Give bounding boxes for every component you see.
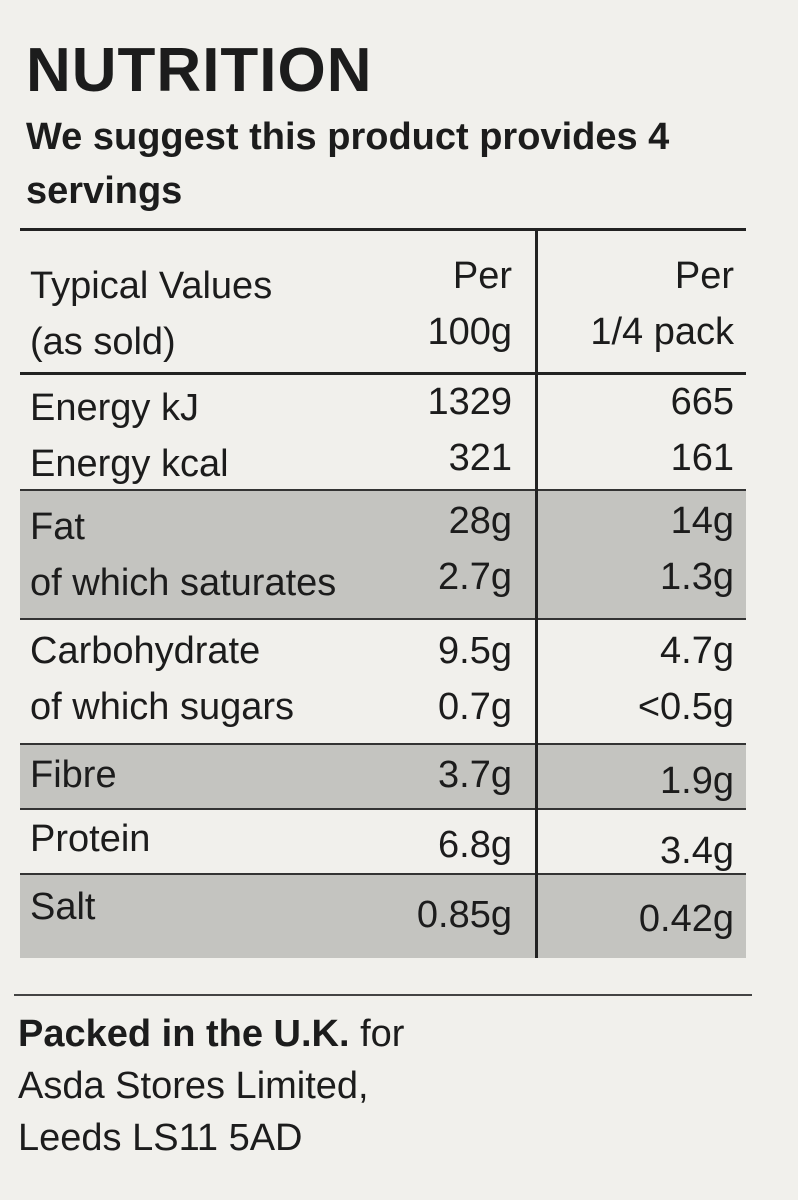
row-value-perpack: <0.5g [637,686,734,728]
row-value-per100g: 1329 [427,381,512,423]
table-top-rule [20,228,746,231]
table-header-rule [20,372,746,375]
row-value-perpack: 14g [670,500,734,542]
row-value-per100g: 9.5g [438,630,512,672]
header-per: Per [452,255,512,297]
row-divider [20,743,746,745]
footer-rule [14,994,752,996]
shade-fat [20,490,746,618]
row-divider [20,489,746,491]
header-100g: 100g [427,311,512,353]
row-label: of which saturates [30,562,337,604]
row-value-perpack: 665 [670,381,734,423]
row-value-perpack: 1.9g [660,760,734,802]
row-value-perpack: 4.7g [660,630,734,672]
row-value-per100g: 3.7g [438,754,512,796]
row-divider [20,808,746,810]
packer-address: Packed in the U.K. for Asda Stores Limit… [18,1008,758,1164]
row-label: Carbohydrate [30,630,261,672]
shade-salt [20,874,746,958]
row-value-per100g: 0.85g [416,894,512,936]
company-name: Asda Stores Limited, [18,1065,369,1107]
row-value-per100g: 321 [448,437,512,479]
row-label: Energy kcal [30,443,229,485]
row-value-per100g: 6.8g [438,824,512,866]
packed-in-uk: Packed in the U.K. [18,1013,350,1055]
row-value-per100g: 0.7g [438,686,512,728]
row-label: Fat [30,506,85,548]
servings-note: We suggest this product provides 4 servi… [26,116,670,212]
row-divider [20,618,746,620]
packed-line: Packed in the U.K. for [18,1008,758,1060]
company-address: Leeds LS11 5AD [18,1117,303,1159]
row-value-perpack: 1.3g [660,556,734,598]
row-value-perpack: 161 [670,437,734,479]
header-as-sold: (as sold) [30,321,176,363]
row-label: Energy kJ [30,387,199,429]
row-divider [20,873,746,875]
header-typical-values: Typical Values [30,265,273,307]
shade-fibre [20,744,746,808]
page-title: NUTRITION [26,36,373,105]
row-value-per100g: 28g [448,500,512,542]
row-label: Fibre [30,754,117,796]
row-label: Protein [30,818,151,860]
row-label: Salt [30,886,96,928]
packed-for: for [349,1013,405,1055]
row-value-perpack: 0.42g [638,898,734,940]
row-label: of which sugars [30,686,295,728]
row-value-perpack: 3.4g [660,830,734,872]
row-value-per100g: 2.7g [438,556,512,598]
header-quarter-pack: 1/4 pack [590,311,734,353]
column-divider [535,228,538,958]
header-per: Per [674,255,734,297]
